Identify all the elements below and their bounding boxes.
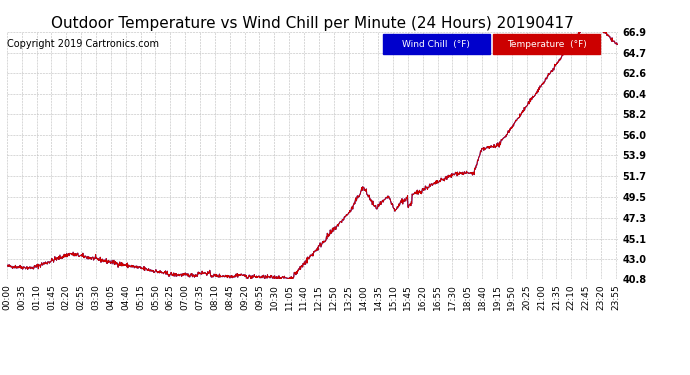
Text: Temperature  (°F): Temperature (°F) [507,40,586,49]
Title: Outdoor Temperature vs Wind Chill per Minute (24 Hours) 20190417: Outdoor Temperature vs Wind Chill per Mi… [51,16,573,31]
Text: Wind Chill  (°F): Wind Chill (°F) [402,40,471,49]
Text: Copyright 2019 Cartronics.com: Copyright 2019 Cartronics.com [7,39,159,50]
